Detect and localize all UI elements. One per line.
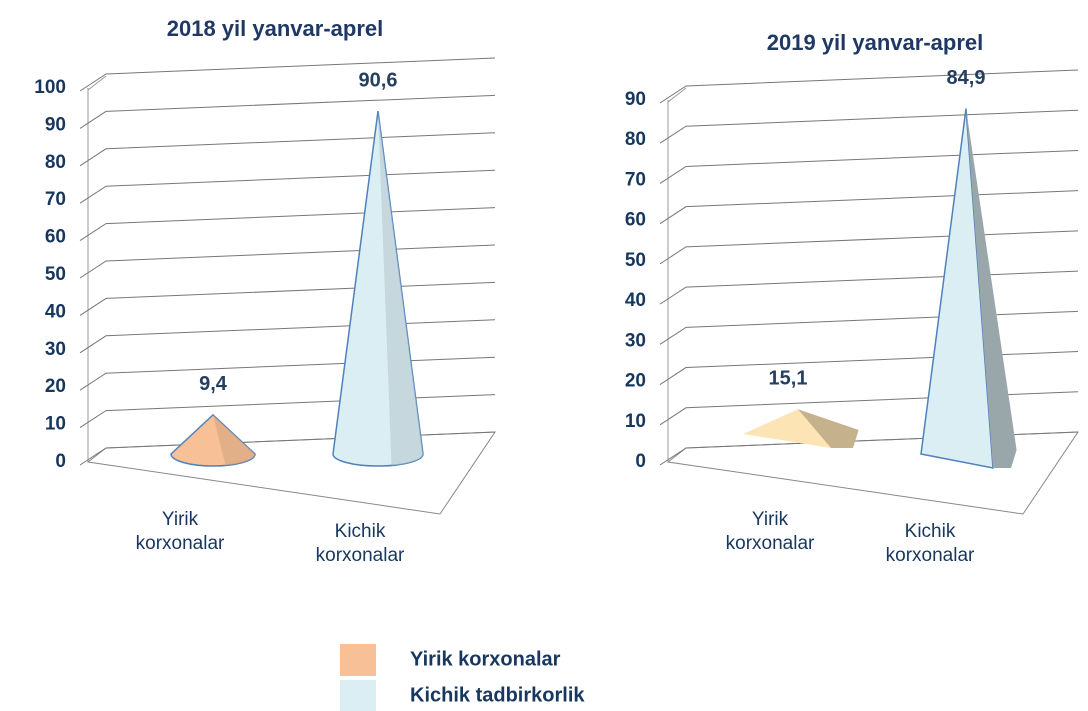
bar-shade [213, 414, 255, 466]
x-tick-label: Kichik korxonalar [886, 521, 975, 566]
grid-line [79, 244, 496, 279]
grid-line [79, 169, 496, 204]
y-tick-label: 10 [625, 411, 646, 432]
grid-line [79, 431, 496, 466]
bar [743, 409, 831, 448]
grid-line [79, 207, 496, 242]
y-tick-label: 20 [45, 376, 66, 397]
value-label: 9,4 [199, 373, 228, 395]
grid-line [659, 109, 1079, 144]
y-tick-label: 90 [45, 114, 66, 135]
chart-title: 2019 yil yanvar-aprel [767, 30, 983, 55]
grid-line [79, 356, 496, 391]
grid-line [79, 57, 496, 92]
grid-line [659, 310, 1079, 345]
y-tick-label: 20 [625, 371, 646, 392]
y-tick-label: 0 [635, 451, 646, 472]
grid-line [659, 391, 1079, 426]
y-tick-label: 40 [625, 290, 646, 311]
grid-line [659, 351, 1079, 385]
y-tick-label: 60 [45, 227, 66, 248]
y-tick-label: 80 [625, 129, 646, 150]
grid-line [659, 149, 1079, 184]
bar-side [966, 108, 1017, 468]
y-tick-label: 0 [55, 451, 66, 472]
y-tick-label: 40 [45, 301, 66, 322]
grid-line [659, 69, 1079, 104]
y-tick-label: 90 [625, 89, 646, 110]
legend-swatch [340, 644, 376, 676]
grid-line [659, 230, 1079, 265]
x-tick-label: Yirik korxonalar [136, 509, 225, 554]
y-tick-label: 50 [45, 264, 66, 285]
x-tick-label: Yirik korxonalar [726, 509, 815, 554]
y-tick-label: 30 [45, 339, 66, 360]
grid-line [79, 94, 496, 129]
y-tick-label: 70 [45, 189, 66, 210]
grid-line [79, 132, 496, 167]
grid-line [79, 281, 496, 316]
y-tick-label: 10 [45, 414, 66, 435]
floor [666, 431, 1079, 515]
bar-side [798, 409, 859, 448]
grid-line [79, 319, 496, 354]
y-tick-label: 70 [625, 169, 646, 190]
y-axis [87, 75, 107, 91]
y-tick-label: 100 [34, 77, 66, 98]
x-tick-label: Kichik korxonalar [316, 521, 405, 566]
floor [86, 431, 496, 515]
y-tick-label: 30 [625, 330, 646, 351]
bar-shade [378, 111, 423, 466]
grid-line [79, 394, 496, 429]
legend-label: Kichik tadbirkorlik [410, 684, 585, 706]
chart-title: 2018 yil yanvar-aprel [167, 16, 383, 41]
y-tick-label: 60 [625, 210, 646, 231]
y-axis [667, 87, 687, 103]
value-label: 90,6 [359, 69, 398, 91]
legend-swatch [340, 680, 376, 711]
value-label: 15,1 [769, 368, 808, 390]
y-tick-label: 80 [45, 152, 66, 173]
grid-line [659, 190, 1079, 225]
grid-line [659, 270, 1079, 305]
value-label: 84,9 [947, 67, 986, 89]
legend-label: Yirik korxonalar [410, 648, 561, 670]
y-tick-label: 50 [625, 250, 646, 271]
